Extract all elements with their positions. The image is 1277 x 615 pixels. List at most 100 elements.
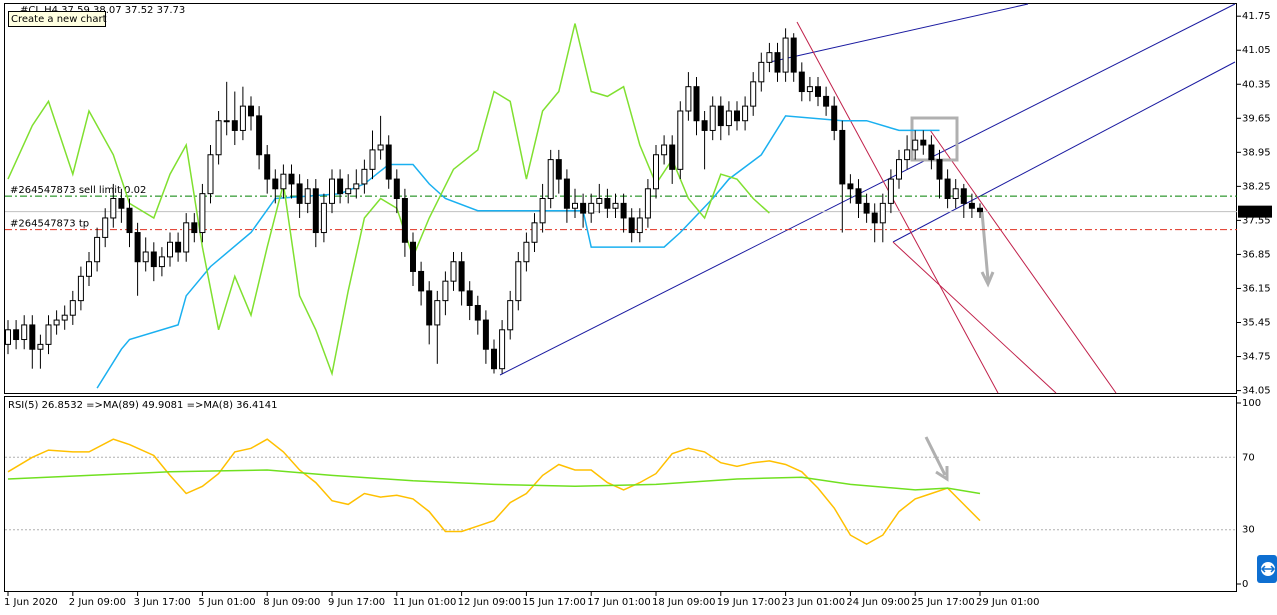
candle-body: [644, 188, 651, 219]
candle-body: [280, 173, 287, 190]
candle-body: [758, 61, 765, 83]
candle-body: [742, 105, 749, 122]
candle-body: [118, 198, 125, 209]
last-price-label: 37.73: [1241, 207, 1270, 218]
candle-body: [466, 290, 473, 306]
main-panel-frame: [4, 3, 1237, 394]
candle-body: [434, 300, 441, 326]
candle-body: [612, 202, 619, 209]
candle-body: [677, 110, 684, 170]
candle-body: [920, 139, 927, 146]
candle-body: [588, 202, 595, 214]
candle-body: [636, 217, 643, 234]
x-tick-label: 29 Jun 01:00: [976, 597, 1040, 608]
candle-body: [661, 144, 668, 156]
drawings: [499, 3, 1236, 482]
candle-body: [207, 154, 214, 195]
candle-body: [320, 202, 327, 234]
arrow-head: [935, 466, 949, 482]
y-tick-label: 70: [1242, 452, 1255, 463]
x-tick-label: 15 Jun 17:00: [522, 597, 586, 608]
candle-body: [887, 178, 894, 204]
x-tick-label: 2 Jun 09:00: [69, 597, 126, 608]
candle-body: [183, 222, 190, 253]
order-label: #264547873 sell limit 0.02: [10, 185, 146, 196]
y-tick-label: 38.95: [1242, 147, 1271, 158]
candle-body: [61, 314, 68, 321]
y-tick-label: 34.05: [1242, 386, 1271, 397]
candle-body: [426, 290, 433, 326]
x-tick-label: 19 Jun 17:00: [717, 597, 781, 608]
candle-body: [531, 222, 538, 243]
x-tick-label: 9 Jun 17:00: [328, 597, 385, 608]
tooltip-box: [8, 11, 106, 27]
x-tick-label: 24 Jun 09:00: [846, 597, 910, 608]
candle-body: [199, 193, 206, 234]
candle-body: [766, 52, 773, 63]
candle-body: [790, 37, 797, 73]
x-tick-label: 1 Jun 2020: [4, 597, 58, 608]
candle-body: [393, 178, 400, 200]
tooltip: Create a new chart: [11, 14, 107, 25]
candle-body: [604, 198, 611, 209]
candle-body: [944, 178, 951, 200]
candle-body: [669, 144, 676, 170]
candle-body: [507, 300, 514, 331]
candle-body: [806, 86, 813, 93]
candle-body: [547, 159, 554, 200]
x-tick-label: 18 Jun 09:00: [652, 597, 716, 608]
x-tick-label: 5 Jun 01:00: [198, 597, 255, 608]
candle-body: [879, 202, 886, 224]
candle-body: [823, 95, 830, 107]
candle-body: [134, 232, 141, 263]
candle-body: [523, 241, 530, 263]
candle-body: [29, 324, 36, 350]
candle-body: [831, 105, 838, 131]
x-tick-label: 12 Jun 09:00: [458, 597, 522, 608]
candle-body: [968, 202, 975, 209]
candle-body: [782, 37, 789, 73]
candle-body: [45, 324, 52, 345]
candle-body: [450, 261, 457, 282]
candle-body: [685, 86, 692, 112]
candle-body: [515, 261, 522, 302]
y-tick-label: 39.65: [1242, 113, 1271, 124]
candle-body: [288, 173, 295, 185]
candle-body: [69, 300, 76, 316]
candle-body: [653, 154, 659, 190]
candle-body: [474, 304, 481, 321]
y-tick-label: 0: [1242, 579, 1248, 590]
chart-header: #CL,H4 37.59 38.07 37.52 37.73: [20, 5, 185, 16]
app-icon[interactable]: [1257, 555, 1277, 583]
y-tick-label: 36.15: [1242, 283, 1271, 294]
y-tick-label: 37.55: [1242, 215, 1271, 226]
candle-body: [401, 198, 408, 243]
candle-body: [693, 86, 700, 122]
candle-body: [167, 241, 173, 258]
icon-arrows[interactable]: [1260, 565, 1276, 573]
last-price-badge: [1238, 205, 1272, 218]
x-tick-label: 8 Jun 09:00: [263, 597, 320, 608]
candle-body: [191, 222, 198, 234]
candle-body: [418, 270, 425, 292]
pitchfork-line: [929, 129, 1117, 394]
candle-body: [377, 144, 384, 151]
candle-body: [329, 178, 335, 204]
y-tick-label: 34.75: [1242, 352, 1271, 363]
candle-body: [628, 217, 635, 234]
candle-body: [855, 188, 862, 204]
candle-body: [86, 261, 92, 277]
candle-body: [369, 149, 376, 170]
candle-body: [296, 183, 303, 204]
indicator-line: [7, 438, 981, 546]
candle-body: [774, 52, 781, 73]
candle-body: [5, 329, 11, 345]
highlight-box: [910, 116, 959, 162]
y-tick-label: 38.25: [1242, 181, 1271, 192]
candle-body: [272, 178, 279, 190]
candle-body: [977, 207, 983, 213]
x-tick-label: 25 Jun 17:00: [911, 597, 975, 608]
candle-body: [337, 178, 344, 195]
pitchfork-line: [796, 21, 999, 394]
